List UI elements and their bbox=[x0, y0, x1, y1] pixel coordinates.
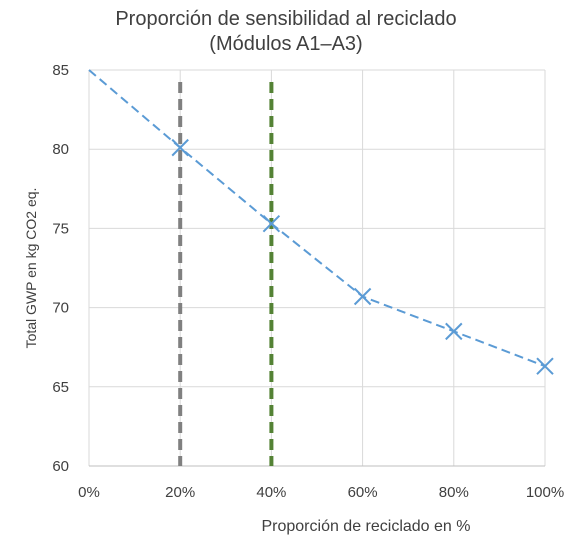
y-tick-label: 65 bbox=[52, 379, 69, 396]
data-point-marker bbox=[171, 138, 189, 157]
data-point-marker bbox=[262, 214, 281, 233]
series-line bbox=[88, 69, 546, 368]
data-point-marker bbox=[353, 287, 372, 306]
x-tick-label: 0% bbox=[78, 484, 100, 501]
marker-stroke bbox=[262, 214, 281, 233]
chart-title-line-2: (Módulos A1–A3) bbox=[209, 33, 363, 55]
chart-title-line-1: Proporción de sensibilidad al reciclado bbox=[115, 8, 457, 30]
marker-stroke bbox=[353, 287, 372, 306]
x-tick-label: 60% bbox=[348, 484, 378, 501]
y-tick-label: 75 bbox=[52, 220, 69, 237]
x-tick-label: 100% bbox=[526, 484, 564, 501]
reference-lines bbox=[178, 82, 274, 466]
data-point-marker bbox=[445, 322, 463, 341]
x-tick-label: 20% bbox=[165, 484, 195, 501]
data-point-marker bbox=[536, 357, 554, 375]
y-tick-label: 60 bbox=[52, 458, 69, 475]
y-tick-label: 70 bbox=[52, 300, 69, 317]
grid bbox=[88, 69, 546, 467]
x-tick-label: 40% bbox=[256, 484, 286, 501]
series-layer bbox=[88, 69, 554, 375]
x-tick-label: 80% bbox=[439, 484, 469, 501]
marker-stroke bbox=[445, 322, 463, 341]
y-axis-label: Total GWP en kg CO2 eq. bbox=[23, 188, 39, 349]
marker-stroke bbox=[536, 357, 554, 375]
x-axis-label: Proporción de reciclado en % bbox=[261, 518, 470, 535]
y-tick-label: 85 bbox=[52, 62, 69, 79]
marker-stroke bbox=[171, 138, 189, 157]
tick-labels: 60 65 70 75 80 85 0% 20% 40% 60% 80% 100% bbox=[52, 62, 564, 501]
y-tick-label: 80 bbox=[52, 141, 69, 158]
